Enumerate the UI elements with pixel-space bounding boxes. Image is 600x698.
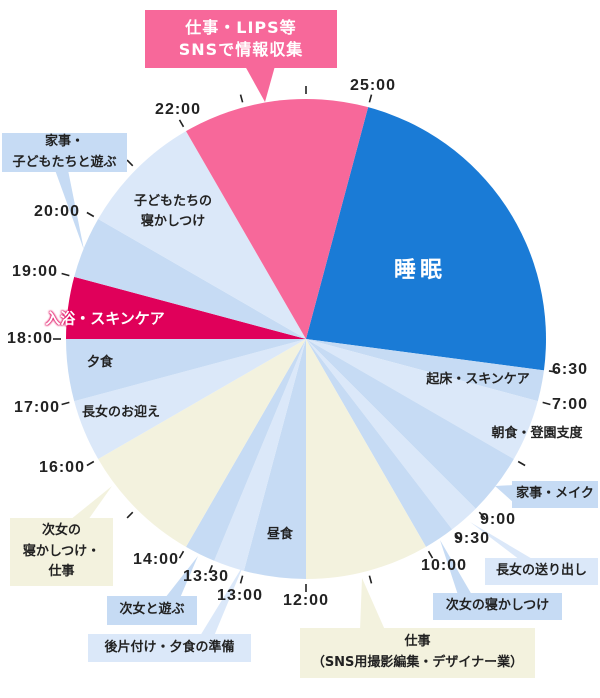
callout-pointers bbox=[55, 66, 534, 636]
tick-label-14: 14:00 bbox=[133, 551, 179, 568]
callout-send-off: 長女の送り出し bbox=[485, 558, 598, 585]
tick-label-9-30: 9:30 bbox=[453, 530, 491, 547]
callout-text: 子どもたちと遊ぶ bbox=[12, 154, 117, 170]
pointer-send-off bbox=[470, 522, 534, 560]
callout-text: 寝かしつけ・ bbox=[22, 543, 101, 559]
tick-label-19: 19:00 bbox=[12, 263, 58, 280]
tick-mark bbox=[478, 511, 486, 519]
tick-label-16: 16:00 bbox=[39, 459, 85, 476]
tick-mark bbox=[517, 460, 526, 467]
callout-nap-work: 次女の寝かしつけ・ 仕事 bbox=[10, 518, 113, 586]
callout-chores-makeup: 家事・メイク bbox=[512, 481, 598, 508]
segment-14 bbox=[74, 219, 307, 339]
segment-8 bbox=[214, 339, 306, 571]
tick-mark bbox=[208, 565, 213, 574]
pointer-sns bbox=[245, 66, 275, 102]
tick-label-12: 12:00 bbox=[283, 592, 329, 609]
tick-mark bbox=[86, 460, 95, 467]
label-wakeup: 起床・スキンケア bbox=[426, 371, 530, 387]
tick-mark bbox=[178, 119, 185, 128]
tick-mark bbox=[239, 575, 244, 584]
segment-15 bbox=[98, 131, 306, 339]
tick-label-13: 13:00 bbox=[217, 587, 263, 604]
pointer-chores-play bbox=[55, 170, 84, 250]
segment-0 bbox=[306, 107, 546, 371]
tick-label-9: 9:00 bbox=[479, 511, 517, 528]
callout-text: 仕事 bbox=[404, 634, 431, 650]
segment-5 bbox=[306, 339, 453, 547]
label-text: 子どもたちの bbox=[133, 193, 213, 209]
segment-3 bbox=[306, 339, 514, 509]
label-pickup: 長女のお迎え bbox=[81, 404, 161, 420]
tick-mark bbox=[178, 550, 185, 559]
pointer-chores-makeup bbox=[495, 485, 514, 503]
tick-label-18: 18:00 bbox=[7, 330, 53, 347]
callout-play-second: 次女と遊ぶ bbox=[107, 596, 197, 625]
callout-text: （SNS用撮影編集・デザイナー業） bbox=[311, 655, 524, 670]
pointer-play-second bbox=[165, 556, 198, 598]
tick-label-22: 22:00 bbox=[155, 101, 201, 118]
label-sleep: 睡眠 bbox=[393, 258, 447, 283]
tick-mark bbox=[61, 272, 70, 277]
tick-mark bbox=[368, 575, 373, 584]
callout-nap-second: 次女の寝かしつけ bbox=[433, 593, 562, 620]
pointer-nap-work bbox=[70, 486, 112, 520]
tick-mark bbox=[542, 401, 551, 406]
callout-text: 仕事 bbox=[48, 564, 75, 580]
callout-work: 仕事 （SNS用撮影編集・デザイナー業） bbox=[300, 628, 535, 678]
label-text: 寝かしつけ bbox=[140, 214, 206, 229]
label-bath: 入浴・スキンケア bbox=[45, 309, 165, 328]
segment-4 bbox=[306, 339, 476, 530]
tick-mark bbox=[427, 550, 434, 559]
callout-text: 仕事・LIPS等 bbox=[185, 17, 297, 37]
label-lunch: 昼食 bbox=[266, 526, 294, 542]
segment-9 bbox=[186, 339, 306, 561]
segment-12 bbox=[66, 339, 306, 402]
label-dinner: 夕食 bbox=[86, 354, 114, 370]
tick-mark bbox=[61, 401, 70, 406]
segment-1 bbox=[306, 339, 544, 402]
segment-10 bbox=[98, 339, 306, 547]
tick-mark bbox=[126, 159, 134, 167]
tick-label-6-30: 6:30 bbox=[551, 361, 589, 378]
callout-cleanup: 後片付け・夕食の準備 bbox=[88, 634, 251, 662]
callout-text: 家事・ bbox=[44, 133, 84, 149]
segment-16 bbox=[186, 99, 369, 339]
pointer-cleanup bbox=[200, 564, 244, 636]
label-kids-bedtime: 子どもたちの 寝かしつけ bbox=[134, 192, 212, 232]
callout-chores-play: 家事・子どもたちと遊ぶ bbox=[2, 133, 127, 172]
segment-7 bbox=[243, 339, 306, 579]
callout-text: SNSで情報収集 bbox=[178, 40, 304, 59]
tick-label-20: 20:00 bbox=[34, 203, 80, 220]
label-breakfast: 朝食・登園支度 bbox=[491, 425, 583, 441]
tick-mark bbox=[454, 532, 461, 541]
segment-2 bbox=[306, 339, 538, 459]
tick-label-25: 25:00 bbox=[350, 77, 396, 94]
tick-mark bbox=[548, 370, 557, 373]
callout-sns-research: 仕事・LIPS等 SNSで情報収集 bbox=[145, 10, 337, 68]
tick-mark bbox=[86, 211, 95, 218]
tick-label-13-30: 13:30 bbox=[183, 568, 229, 585]
pointer-nap-second bbox=[440, 540, 472, 595]
segment-11 bbox=[74, 339, 307, 459]
callout-text: 次女の bbox=[41, 522, 81, 538]
tick-label-10: 10:00 bbox=[421, 557, 467, 574]
tick-mark bbox=[368, 94, 373, 103]
tick-label-7: 7:00 bbox=[551, 396, 589, 413]
pointer-work bbox=[360, 578, 385, 630]
tick-mark bbox=[239, 94, 244, 103]
segment-6 bbox=[306, 339, 426, 579]
tick-mark bbox=[126, 511, 134, 519]
segment-13 bbox=[66, 276, 306, 339]
tick-label-17: 17:00 bbox=[14, 399, 60, 416]
